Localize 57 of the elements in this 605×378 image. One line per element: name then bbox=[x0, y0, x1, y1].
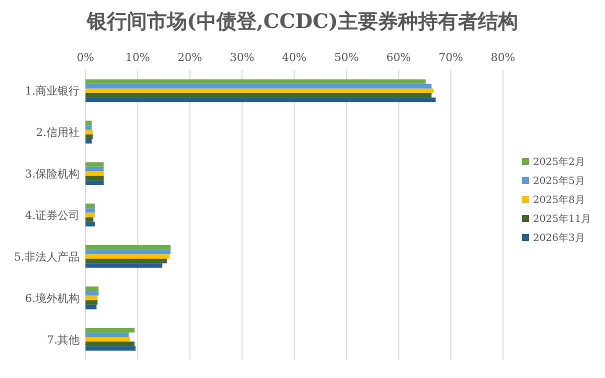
y-tick-label: 4.证券公司 bbox=[25, 209, 80, 222]
y-tick-label: 5.非法人产品 bbox=[14, 250, 80, 264]
bar bbox=[86, 222, 95, 226]
bar bbox=[86, 296, 98, 300]
bar bbox=[86, 254, 170, 259]
y-tick-label: 6.境外机构 bbox=[25, 292, 80, 305]
x-tick-label: 60% bbox=[386, 51, 411, 64]
bar bbox=[86, 250, 171, 254]
bar bbox=[86, 180, 104, 185]
bar bbox=[86, 171, 104, 176]
y-tick-label: 3.保险机构 bbox=[25, 168, 80, 181]
bar bbox=[86, 120, 92, 126]
bar bbox=[86, 212, 95, 218]
x-tick-label: 10% bbox=[125, 51, 150, 64]
legend-label: 2025年8月 bbox=[533, 194, 585, 206]
bar bbox=[86, 342, 135, 346]
bar bbox=[86, 84, 432, 88]
x-tick-label: 40% bbox=[282, 51, 306, 64]
legend-label: 2025年5月 bbox=[533, 175, 585, 187]
x-tick-label: 0% bbox=[76, 51, 94, 64]
bar bbox=[86, 263, 162, 268]
bar bbox=[86, 92, 432, 98]
bar bbox=[86, 176, 104, 180]
bar bbox=[86, 304, 96, 310]
bar bbox=[86, 245, 171, 250]
legend-label: 2025年11月 bbox=[533, 213, 592, 225]
bar bbox=[86, 134, 93, 139]
bar bbox=[86, 88, 434, 93]
chart-title: 银行间市场(中债登,CCDC)主要券种持有者结构 bbox=[86, 9, 518, 33]
x-tick-label: 80% bbox=[490, 51, 516, 64]
x-tick-label: 50% bbox=[334, 51, 359, 64]
bar bbox=[86, 130, 93, 134]
bar bbox=[86, 204, 95, 208]
bar bbox=[86, 337, 130, 342]
bar bbox=[86, 258, 167, 264]
bar bbox=[86, 138, 92, 144]
bar bbox=[86, 166, 104, 172]
bar bbox=[86, 162, 104, 167]
x-tick-label: 20% bbox=[178, 51, 202, 64]
bar bbox=[86, 328, 135, 332]
bar bbox=[86, 98, 436, 102]
y-tick-label: 2.信用社 bbox=[36, 126, 80, 140]
legend-label: 2026年3月 bbox=[533, 232, 585, 244]
bar bbox=[86, 217, 94, 222]
bar bbox=[86, 332, 129, 338]
y-tick-label: 1.商业银行 bbox=[25, 84, 80, 98]
bar bbox=[86, 346, 136, 351]
bar bbox=[86, 79, 426, 84]
y-tick-label: 7.其他 bbox=[47, 333, 80, 346]
legend-label: 2025年2月 bbox=[533, 156, 585, 168]
bar bbox=[86, 286, 99, 292]
x-tick-label: 70% bbox=[438, 51, 464, 64]
x-tick-label: 30% bbox=[230, 51, 254, 64]
bar bbox=[86, 208, 95, 213]
bar bbox=[86, 300, 98, 305]
bar bbox=[86, 125, 92, 130]
bar bbox=[86, 291, 99, 296]
